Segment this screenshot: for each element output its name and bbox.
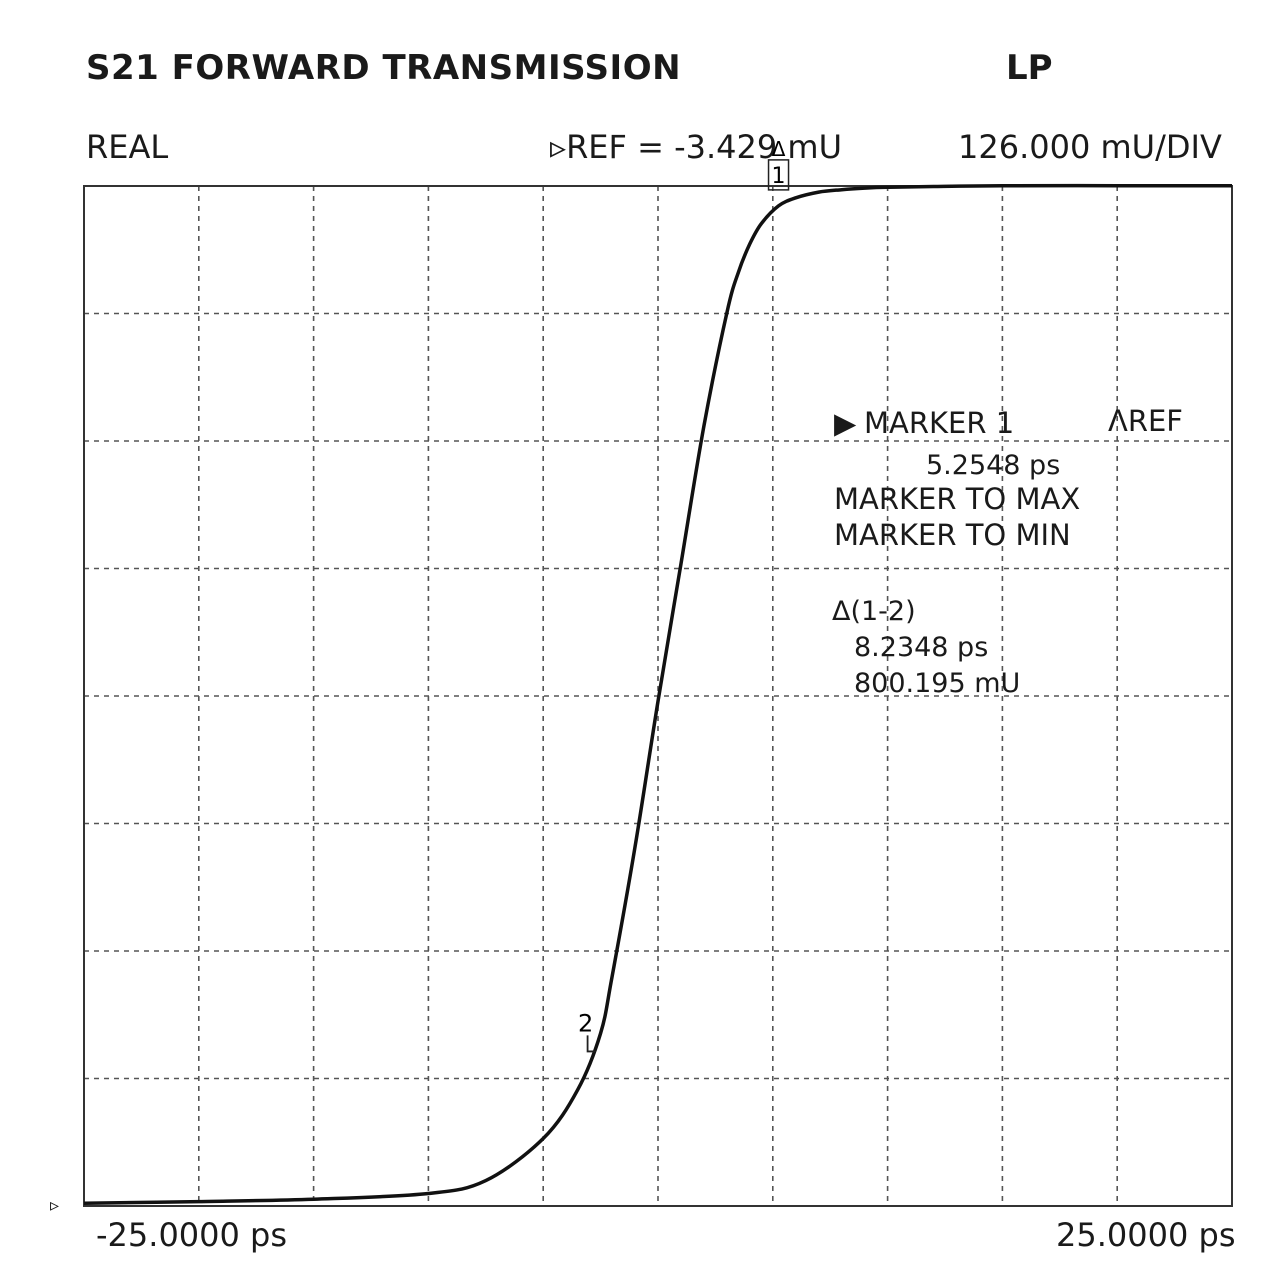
marker-2-pointer — [586, 1035, 596, 1053]
delta-time-readout: 8.2348 ps — [854, 632, 989, 663]
trace-line — [83, 183, 1232, 1205]
marker-to-max-softkey[interactable]: MARKER TO MAX — [834, 482, 1081, 516]
marker-1-box — [767, 159, 790, 191]
marker-to-min-softkey[interactable]: MARKER TO MIN — [834, 518, 1071, 552]
x-stop-label: 25.0000 ps — [1056, 1216, 1236, 1254]
marker-1-ref-mode: ΛREF — [1108, 404, 1183, 438]
reference-value-label: ▹REF = -3.429 mU — [550, 128, 842, 166]
marker-2-label: 2 — [578, 1009, 593, 1037]
scale-per-division-label: 126.000 mU/DIV — [958, 128, 1222, 166]
x-start-label: -25.0000 ps — [96, 1216, 288, 1254]
marker-1-time: 5.2548 ps — [926, 450, 1061, 481]
delta-value-readout: 800.195 mU — [854, 668, 1021, 699]
delta-readout-title: Δ(1-2) — [832, 596, 916, 627]
marker-1-title: MARKER 1 — [864, 406, 1015, 440]
domain-mode-label: LP — [1006, 48, 1053, 88]
reference-position-arrow: ▹ — [50, 1195, 60, 1216]
marker-1-delta-symbol: Δ — [772, 137, 786, 161]
marker-1-label: 1 — [772, 164, 786, 189]
marker-2: 2 — [578, 1009, 596, 1053]
trace-title: S21 FORWARD TRANSMISSION — [86, 48, 682, 88]
marker-1: Δ 1 — [767, 137, 790, 191]
plot-frame — [83, 185, 1233, 1207]
format-label: REAL — [86, 128, 169, 166]
marker-1-active-arrow: ▶ — [834, 406, 857, 440]
